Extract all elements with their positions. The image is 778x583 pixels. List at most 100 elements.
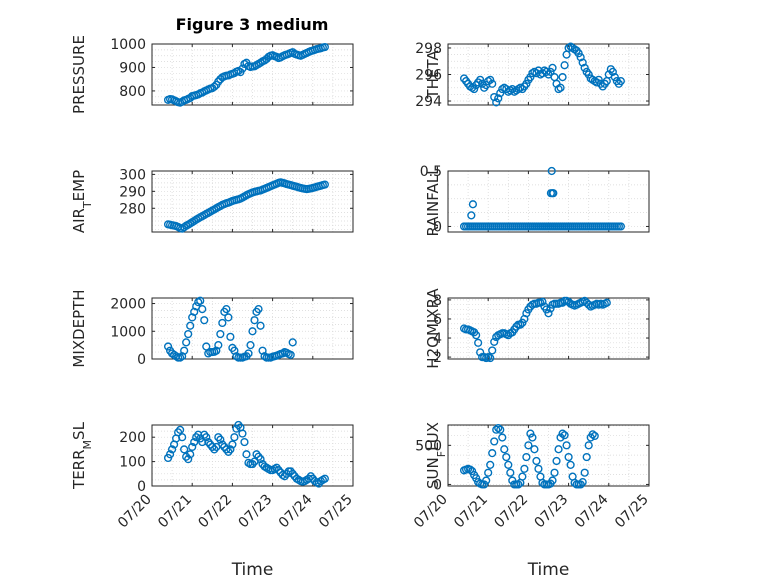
y-tick-label: 800 xyxy=(119,84,146,100)
data-point xyxy=(486,75,495,84)
data-point xyxy=(550,468,559,477)
data-point xyxy=(280,472,289,481)
data-point xyxy=(488,79,497,88)
data-point xyxy=(216,329,225,339)
data-point xyxy=(224,447,233,456)
data-point xyxy=(180,445,189,454)
data-point xyxy=(549,189,558,198)
y-axis-label: H2OMIXRA xyxy=(424,288,442,369)
y-axis-label-part: AIR xyxy=(70,208,88,233)
y-tick-label: 290 xyxy=(119,184,146,200)
y-tick-label: 300 xyxy=(119,167,146,183)
data-point xyxy=(528,433,537,442)
data-point xyxy=(288,469,297,478)
data-point xyxy=(188,442,197,452)
y-axis-label: MIXDEPTH xyxy=(70,289,88,367)
data-point xyxy=(248,327,257,336)
figure-title: Figure 3 medium xyxy=(176,15,329,34)
data-point xyxy=(504,460,513,469)
data-point xyxy=(534,464,543,473)
y-axis-label-part: EMP xyxy=(70,170,88,201)
data-point xyxy=(576,53,585,62)
data-point xyxy=(282,469,291,478)
data-point xyxy=(616,222,625,231)
data-point xyxy=(176,425,185,434)
data-point xyxy=(584,300,593,309)
data-point xyxy=(272,463,281,472)
data-point xyxy=(474,338,483,347)
data-point xyxy=(518,472,527,481)
data-point xyxy=(580,63,589,72)
data-point xyxy=(486,353,495,363)
data-point xyxy=(558,429,567,438)
data-point xyxy=(278,349,287,358)
y-tick-label: 100 xyxy=(119,455,146,471)
data-point xyxy=(192,433,201,442)
y-axis-label-subscript: F xyxy=(435,451,448,457)
axes-frame xyxy=(151,170,354,233)
data-point xyxy=(512,322,521,331)
data-point xyxy=(602,298,611,307)
data-point xyxy=(548,63,557,72)
axes-frame xyxy=(151,424,354,487)
data-point xyxy=(526,429,535,438)
data-point xyxy=(548,476,557,485)
y-tick-label: 200 xyxy=(119,430,146,446)
data-point xyxy=(210,445,219,454)
data-point xyxy=(556,83,565,92)
y-axis-label: PRESSURE xyxy=(70,35,88,114)
y-axis-label: RAINFALL xyxy=(424,166,442,237)
data-point xyxy=(492,425,501,434)
y-tick-label: 900 xyxy=(119,60,146,76)
data-point xyxy=(496,425,505,434)
y-tick-label: 2000 xyxy=(110,297,146,313)
data-point xyxy=(520,464,529,473)
data-point xyxy=(468,467,477,476)
data-point xyxy=(222,445,231,454)
data-point xyxy=(198,437,207,447)
data-point xyxy=(514,480,523,489)
data-point xyxy=(254,304,263,314)
data-point xyxy=(466,465,475,474)
data-point xyxy=(554,445,563,454)
data-point xyxy=(490,437,499,446)
y-tick-label: 0.5 xyxy=(420,164,442,180)
y-tick-label: 296 xyxy=(415,68,442,84)
data-point xyxy=(216,435,225,444)
data-point xyxy=(482,476,491,485)
data-point xyxy=(234,420,243,430)
x-axis-label: Time xyxy=(527,560,570,580)
y-tick-label: 1000 xyxy=(110,37,146,53)
data-point xyxy=(228,440,237,449)
data-point xyxy=(214,341,223,350)
y-axis-label-part: SL xyxy=(70,421,88,440)
data-point xyxy=(180,346,189,355)
data-point xyxy=(244,349,253,358)
data-point xyxy=(172,352,181,361)
data-point xyxy=(240,437,249,447)
y-tick-label: 8 xyxy=(433,293,442,309)
data-point xyxy=(476,348,485,357)
data-point xyxy=(320,180,329,189)
data-point xyxy=(182,338,191,347)
data-point xyxy=(516,320,525,329)
data-point xyxy=(184,329,193,339)
data-point xyxy=(552,456,561,466)
data-point xyxy=(320,42,329,52)
y-tick-label: 2 xyxy=(433,350,442,366)
data-point xyxy=(562,441,571,450)
data-point xyxy=(502,452,511,462)
data-point xyxy=(610,73,619,82)
data-point xyxy=(186,321,195,330)
data-point xyxy=(250,316,259,325)
data-point xyxy=(202,433,211,442)
data-point xyxy=(532,456,541,466)
data-point xyxy=(256,58,265,67)
data-point xyxy=(224,313,233,322)
data-point xyxy=(200,316,209,325)
data-point xyxy=(584,441,593,450)
data-point xyxy=(168,445,177,454)
data-point xyxy=(578,477,587,487)
